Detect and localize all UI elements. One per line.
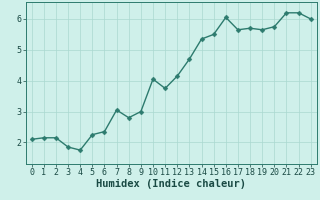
X-axis label: Humidex (Indice chaleur): Humidex (Indice chaleur) [96, 179, 246, 189]
